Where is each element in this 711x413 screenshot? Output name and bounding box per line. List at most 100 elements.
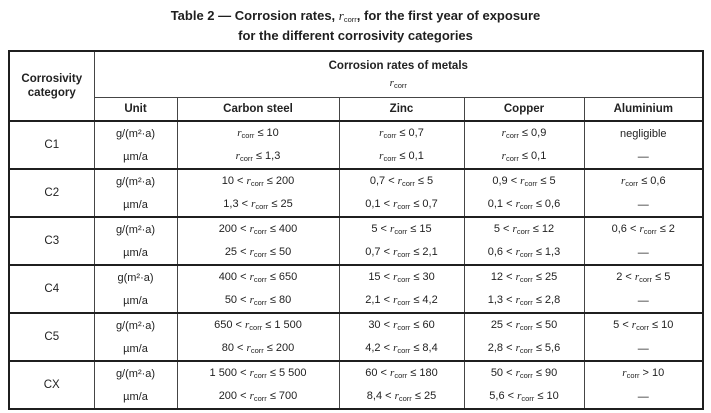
table-row: C3 g/(m²·a) 200 < rcorr ≤ 400 5 < rcorr ≤ 1… [8,216,704,265]
value-cell-aluminium: 5 < rcorr ≤ 10 [583,312,704,337]
value-cell-aluminium: negligible [583,120,704,145]
value-cell-copper: 12 < rcorr ≤ 25 [463,264,585,289]
rcorr-variable: rcorr [501,127,519,140]
category-cell: C2 [8,168,95,217]
unit-cell: µm/a [93,289,178,314]
corrosivity-header-line2: category [27,87,76,99]
rcorr-variable: rcorr [517,390,535,403]
rcorr-variable: rcorr [249,223,267,236]
table-title-line2: for the different corrosivity categories [238,28,473,43]
value-cell-aluminium: rcorr > 10 [583,360,704,385]
rcorr-variable: rcorr [379,150,397,163]
value-cell-zinc: 30 < rcorr ≤ 60 [338,312,465,337]
unit-cell: µm/a [93,145,178,170]
category-cell: C3 [8,216,95,265]
rcorr-base: r [338,8,344,23]
value-cell-aluminium: — [583,193,704,218]
rcorr-variable: rcorr [515,367,533,380]
value-cell-copper: rcorr ≤ 0,9 [463,120,585,145]
value-cell-carbon-steel: 1,3 < rcorr ≤ 25 [176,193,340,218]
rcorr-variable: rcorr [237,127,255,140]
table-title: Table 2 — Corrosion rates, rcorr, for th… [0,8,711,44]
table-row: C2 g/(m²·a) 10 < rcorr ≤ 200 0,7 < rcorr ≤ … [8,168,704,217]
rcorr-variable: rcorr [245,319,263,332]
rcorr-variable: rcorr [515,342,533,355]
rcorr-variable: rcorr [620,175,639,188]
value-cell-aluminium: — [583,385,704,410]
table-row: µm/a 80 < rcorr ≤ 200 4,2 < rcorr ≤ 8,4 2,8… [9,337,704,362]
value-cell-carbon-steel: rcorr ≤ 10 [176,120,340,145]
table-row: µm/a 50 < rcorr ≤ 80 2,1 < rcorr ≤ 4,2 1,3 … [9,289,704,314]
unit-cell: µm/a [93,337,178,362]
value-cell-carbon-steel: 10 < rcorr ≤ 200 [176,168,340,193]
table-title-line1: Table 2 — Corrosion rates, rcorr, for th… [0,8,711,28]
value-cell-zinc: 0,7 < rcorr ≤ 5 [338,168,465,193]
value-cell-zinc: 60 < rcorr ≤ 180 [338,360,465,385]
rcorr-variable: rcorr [622,367,640,380]
rcorr-variable: rcorr [394,390,412,403]
table-row: C1 g/(m²·a) rcorr ≤ 10 rcorr ≤ 0,7 rcorr ≤ 0… [8,120,704,169]
corrosion-rates-table: Corrosivity category Corrosion rates of m… [8,50,705,410]
unit-cell: g/(m²·a) [93,360,178,385]
title-text-suffix: , for the first year of exposure [356,8,541,23]
rcorr-base: r [389,77,394,90]
rcorr-variable: rcorr [501,150,519,163]
unit-cell: g/(m²·a) [93,312,178,337]
value-cell-copper: 0,1 < rcorr ≤ 0,6 [463,193,585,218]
rcorr-variable: rcorr [249,367,267,380]
rcorr-variable: rcorr [246,342,264,355]
rcorr-variable: rcorr [631,319,649,332]
rcorr-variable: rcorr [393,198,411,211]
value-cell-copper: 2,8 < rcorr ≤ 5,6 [463,337,585,362]
rcorr-variable: rcorr [393,342,411,355]
rcorr-variable: rcorr [390,223,408,236]
rcorr-variable: rcorr [246,175,264,188]
value-cell-zinc: rcorr ≤ 0,7 [338,120,465,145]
rcorr-variable: rcorr [515,294,533,307]
unit-cell: g/(m²·a) [93,120,178,145]
value-cell-copper: 5,6 < rcorr ≤ 10 [463,385,585,410]
unit-cell: µm/a [93,385,178,410]
rcorr-variable: rcorr [95,77,702,90]
value-cell-zinc: 5 < rcorr ≤ 15 [338,216,465,241]
rcorr-variable: rcorr [251,198,269,211]
column-header-zinc: Zinc [338,96,465,122]
rcorr-variable: rcorr [249,294,267,307]
category-cell: CX [8,360,95,409]
rcorr-variable: rcorr [515,198,533,211]
rcorr-variable: rcorr [393,294,411,307]
value-cell-carbon-steel: rcorr ≤ 1,3 [176,145,340,170]
value-cell-carbon-steel: 650 < rcorr ≤ 1 500 [176,312,340,337]
category-cell: C4 [8,264,95,313]
corrosivity-category-header: Corrosivity category [8,50,95,122]
table-row: µm/a rcorr ≤ 1,3 rcorr ≤ 0,1 rcorr ≤ 0,1— [9,145,704,170]
value-cell-aluminium: — [583,241,704,266]
category-cell: C5 [8,312,95,361]
rcorr-variable: rcorr [639,223,657,236]
value-cell-zinc: 4,2 < rcorr ≤ 8,4 [338,337,465,362]
value-cell-aluminium: — [583,289,704,314]
rcorr-variable: rcorr [393,271,411,284]
value-cell-zinc: 8,4 < rcorr ≤ 25 [338,385,465,410]
rcorr-variable: rcorr [515,246,533,259]
value-cell-zinc: rcorr ≤ 0,1 [338,145,465,170]
table-row: C4 g(m²·a) 400 < rcorr ≤ 650 15 < rcorr ≤ 3… [8,264,704,313]
value-cell-zinc: 0,7 < rcorr ≤ 2,1 [338,241,465,266]
column-header-aluminium: Aluminium [583,96,704,122]
value-cell-copper: rcorr ≤ 0,1 [463,145,585,170]
unit-cell: g/(m²·a) [93,216,178,241]
value-cell-carbon-steel: 1 500 < rcorr ≤ 5 500 [176,360,340,385]
rcorr-variable: rcorr [235,150,253,163]
corrosivity-header-line1: Corrosivity [21,73,83,85]
value-cell-aluminium: rcorr ≤ 0,6 [583,168,704,193]
metals-group-header-text: Corrosion rates of metals [328,60,468,73]
table-row: µm/a 200 < rcorr ≤ 700 8,4 < rcorr ≤ 25 5,6… [9,385,704,410]
value-cell-zinc: 15 < rcorr ≤ 30 [338,264,465,289]
metals-group-header: Corrosion rates of metals rcorr [93,50,704,98]
value-cell-copper: 0,9 < rcorr ≤ 5 [463,168,585,193]
value-cell-copper: 5 < rcorr ≤ 12 [463,216,585,241]
value-cell-aluminium: — [583,337,704,362]
rcorr-variable: rcorr [393,319,411,332]
rcorr-variable: rcorr [515,319,533,332]
